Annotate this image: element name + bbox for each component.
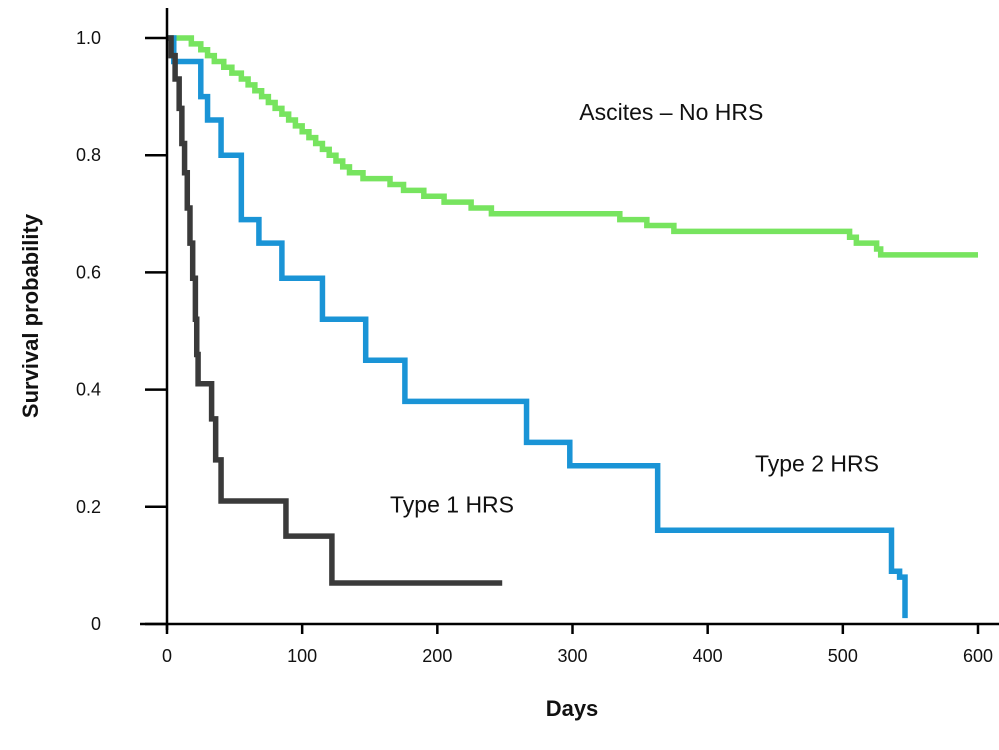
series-line-1 <box>167 35 908 619</box>
series-line-0 <box>167 35 978 258</box>
y-tick-label: 0.8 <box>76 145 101 165</box>
annotations-layer: Ascites – No HRS Type 2 HRS Type 1 HRS <box>390 99 879 518</box>
series-annotation-2: Type 1 HRS <box>390 492 514 518</box>
series-annotation-0: Ascites – No HRS <box>579 99 763 125</box>
axes-layer <box>140 8 999 630</box>
x-axis-title: Days <box>546 696 599 721</box>
curves-layer <box>167 35 978 619</box>
y-tick-label: 1.0 <box>76 28 101 48</box>
series-line-2 <box>167 35 503 586</box>
series-annotation-1: Type 2 HRS <box>755 451 879 477</box>
y-axis-title: Survival probability <box>18 213 43 418</box>
y-tick-label: 0.4 <box>76 380 101 400</box>
x-tick-label: 100 <box>287 646 317 666</box>
x-tick-label: 300 <box>557 646 587 666</box>
y-tick-label: 0 <box>91 614 101 634</box>
x-tick-label: 0 <box>162 646 172 666</box>
x-tick-label: 200 <box>422 646 452 666</box>
x-tick-label: 400 <box>693 646 723 666</box>
y-tick-label: 0.6 <box>76 262 101 282</box>
y-tick-label: 0.2 <box>76 497 101 517</box>
ticks-layer: 0 100 200 300 400 500 600 0 0.2 0.4 0.6 0.8 1.0 <box>76 28 993 666</box>
x-tick-label: 500 <box>828 646 858 666</box>
x-tick-label: 600 <box>963 646 993 666</box>
